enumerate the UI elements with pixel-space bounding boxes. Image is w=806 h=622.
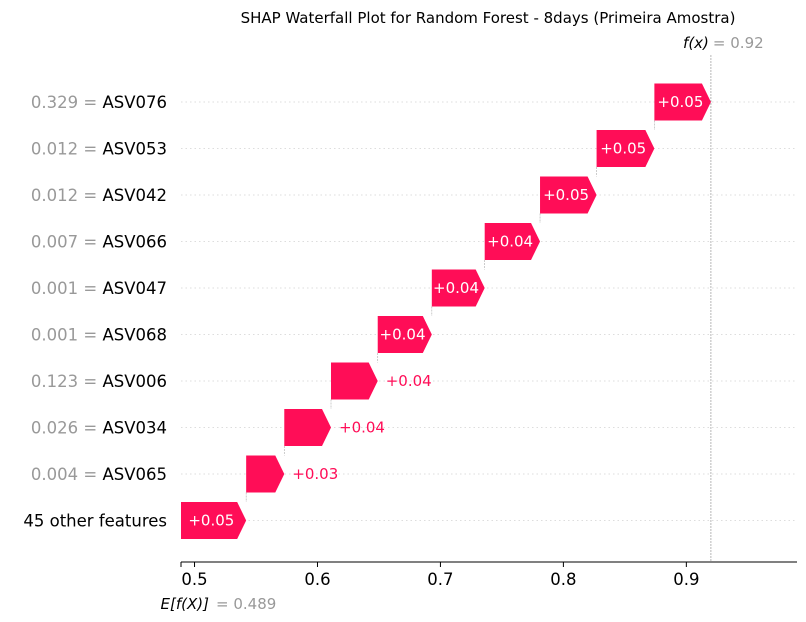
fx-value: = 0.92: [713, 34, 764, 52]
bar-asv042: [540, 176, 597, 214]
bar-value-label: +0.05: [543, 186, 589, 204]
fx-label: f(x): [683, 34, 709, 52]
connector-layer: [245, 55, 712, 562]
bar-value-label: +0.04: [380, 326, 426, 344]
feature-label: 0.329 = ASV076: [31, 93, 167, 112]
bar-45-other-features: [181, 502, 247, 539]
feature-label: 0.001 = ASV047: [31, 279, 167, 298]
x-tick-label: 0.7: [427, 570, 453, 589]
bar-value-label: +0.04: [339, 419, 385, 437]
feature-label: 0.007 = ASV066: [31, 233, 167, 252]
feature-label: 45 other features: [23, 512, 167, 531]
bar-value-label: +0.03: [292, 465, 338, 483]
bar-asv034: [284, 409, 332, 446]
feature-label: 0.004 = ASV065: [31, 465, 167, 484]
x-tick-label: 0.5: [181, 570, 207, 589]
x-axis: 0.5 0.6 0.7 0.8 0.9 E[f(X)] = 0.489: [161, 561, 797, 613]
x-tick-label: 0.6: [304, 570, 330, 589]
bar-layer: +0.05 +0.05 +0.05 +0.04 +0.04 +0.04 +0.04 +0.04…: [181, 83, 711, 539]
feature-label: 0.123 = ASV006: [31, 372, 167, 391]
feature-label: 0.026 = ASV034: [31, 419, 167, 438]
efx-label: E[f(X)]: [161, 595, 210, 613]
bar-value-label: +0.05: [600, 140, 646, 158]
feature-label: 0.012 = ASV042: [31, 186, 167, 205]
efx-value: = 0.489: [216, 595, 276, 613]
bar-value-label: +0.05: [188, 512, 234, 530]
feature-label: 0.001 = ASV068: [31, 326, 167, 345]
label-layer: 0.329 = ASV076 0.012 = ASV053 0.012 = ASV0…: [23, 93, 167, 531]
bar-asv066: [484, 223, 541, 260]
bar-asv068: [377, 316, 432, 353]
bar-asv076: [654, 83, 711, 121]
bar-value-label: +0.04: [487, 233, 533, 251]
bar-asv065: [246, 455, 285, 493]
feature-label: 0.012 = ASV053: [31, 140, 167, 159]
bar-asv047: [431, 269, 485, 307]
bar-value-label: +0.04: [386, 372, 432, 390]
bar-value-label: +0.05: [657, 93, 703, 111]
bar-asv006: [331, 362, 378, 400]
x-tick-label: 0.8: [550, 570, 576, 589]
bar-asv053: [596, 130, 655, 167]
bar-value-label: +0.04: [433, 279, 479, 297]
chart-title: SHAP Waterfall Plot for Random Forest - …: [241, 9, 736, 27]
x-tick-label: 0.9: [673, 570, 699, 589]
